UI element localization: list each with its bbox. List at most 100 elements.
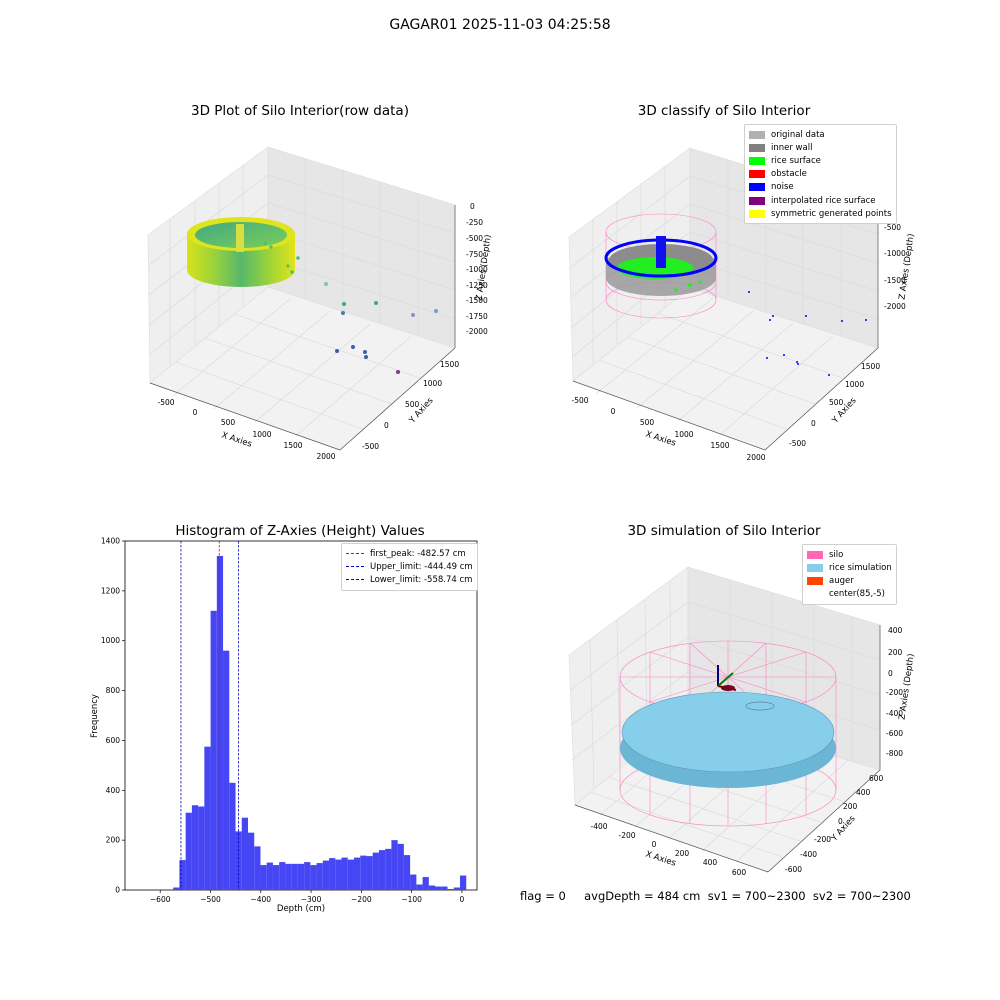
- histogram-bar: [378, 850, 386, 890]
- z-tick: -500: [466, 234, 483, 243]
- histogram-bar: [428, 885, 436, 890]
- legend-item: symmetric generated points: [749, 207, 892, 220]
- y-tick: 1000: [423, 379, 442, 388]
- legend-item: obstacle: [749, 168, 892, 181]
- raw-data-y-ticks: -500 0 500 1000 1500: [362, 360, 459, 451]
- y-tick: 500: [405, 400, 420, 409]
- y-tick: 0: [811, 419, 816, 428]
- legend-item-upper-limit: Upper_limit: -444.49 cm: [346, 560, 473, 573]
- y-tick-label: 400: [106, 786, 121, 795]
- legend-label: symmetric generated points: [771, 208, 892, 219]
- classify-legend: original data inner wall rice surface obsta…: [744, 124, 897, 225]
- histogram-bar: [247, 832, 255, 890]
- x-tick-label: −100: [401, 895, 422, 904]
- histogram-bar: [335, 859, 342, 890]
- simulation-z-ticks: 400 200 0 -200 -400 -600 -800: [886, 626, 903, 758]
- histogram-bar: [210, 610, 217, 890]
- histogram-bar: [391, 840, 398, 890]
- histogram-bar: [235, 831, 242, 890]
- legend-label: rice simulation: [829, 562, 892, 573]
- legend-swatch-icon: [749, 130, 765, 139]
- x-tick: 1500: [283, 441, 302, 450]
- simulation-z-label: Z Axies (Depth): [897, 653, 916, 720]
- x-tick: -400: [590, 822, 607, 831]
- raw-data-x-label: X Axies: [220, 430, 253, 449]
- histogram-bar: [322, 860, 330, 890]
- histogram-bars: [173, 555, 467, 890]
- simulation-y-ticks: -600 -400 -200 0 200 400 600: [785, 774, 884, 874]
- y-tick: 1000: [845, 380, 864, 389]
- z-tick: -1500: [884, 276, 906, 285]
- simulation-auger: [717, 665, 737, 691]
- legend-item: interpolated rice surface: [749, 194, 892, 207]
- raw-data-outliers: [324, 282, 438, 374]
- legend-label: inner wall: [771, 142, 813, 153]
- histogram-bar: [204, 746, 211, 890]
- y-tick: -600: [785, 865, 802, 874]
- histogram-title: Histogram of Z-Axies (Height) Values: [175, 523, 425, 539]
- histogram-bar: [422, 877, 429, 890]
- x-tick: 2000: [316, 452, 335, 461]
- histogram-bar: [173, 887, 180, 890]
- legend-swatch-icon: [807, 550, 823, 559]
- x-tick: 1500: [710, 441, 729, 450]
- y-tick: 500: [829, 398, 844, 407]
- histogram-y-label: Frequency: [90, 694, 100, 738]
- y-tick: 1500: [440, 360, 459, 369]
- x-tick: 1000: [252, 430, 271, 439]
- histogram-y-ticks: 0 200 400 600 800 1000 1200 1400: [101, 537, 125, 895]
- z-tick: 0: [470, 202, 475, 211]
- legend-swatch-icon: [749, 209, 765, 218]
- x-tick: 0: [193, 408, 198, 417]
- x-tick: -500: [157, 398, 174, 407]
- histogram-bar: [191, 805, 199, 890]
- histogram-x-ticks: −600 −500 −400 −300 −200 −100 0: [150, 890, 465, 904]
- classify-z-label: Z Axies (Depth): [897, 233, 916, 300]
- legend-item: original data: [749, 128, 892, 141]
- y-tick: -500: [362, 442, 379, 451]
- legend-label: noise: [771, 182, 794, 193]
- x-tick: 500: [640, 418, 655, 427]
- simulation-y-label: Y Axies: [829, 813, 858, 844]
- histogram-bar: [403, 855, 411, 890]
- y-tick: -400: [800, 850, 817, 859]
- y-tick-label: 1400: [101, 537, 120, 546]
- histogram-bar: [354, 857, 361, 890]
- raw-data-silo-cloud: [187, 217, 438, 374]
- legend-label: obstacle: [771, 169, 807, 180]
- x-tick-label: 0: [460, 895, 465, 904]
- simulation-legend: silo rice simulation auger center(85,-5): [802, 544, 897, 605]
- histogram-bar: [316, 863, 323, 890]
- x-tick: 600: [732, 868, 747, 877]
- x-tick: 1000: [674, 430, 693, 439]
- legend-swatch-icon: [807, 590, 823, 599]
- histogram-bar: [310, 865, 317, 890]
- histogram-bar: [447, 889, 454, 890]
- legend-swatch-icon: [749, 170, 765, 179]
- y-tick-label: 1000: [101, 636, 120, 645]
- legend-line-icon: [346, 579, 364, 581]
- histogram-bar: [297, 863, 305, 890]
- histogram-bar: [341, 857, 348, 890]
- panel-title-simulation: 3D simulation of Silo Interior: [627, 523, 821, 539]
- legend-swatch-icon: [807, 563, 823, 572]
- z-tick: -1250: [466, 281, 488, 290]
- y-tick: 0: [384, 421, 389, 430]
- z-tick: 400: [888, 626, 903, 635]
- histogram-bar: [385, 848, 392, 890]
- legend-label: auger: [829, 575, 854, 586]
- z-tick: -800: [886, 749, 903, 758]
- z-tick: -500: [884, 223, 901, 232]
- z-tick: -1000: [466, 265, 488, 274]
- legend-item-first-peak: first_peak: -482.57 cm: [346, 547, 473, 560]
- z-tick: -400: [886, 709, 903, 718]
- x-tick: 200: [675, 849, 690, 858]
- histogram-bar: [216, 555, 224, 890]
- histogram-bar: [198, 806, 205, 890]
- raw-data-x-ticks: -500 0 500 1000 1500 2000: [157, 398, 335, 461]
- y-tick-label: 200: [106, 836, 121, 845]
- legend-swatch-icon: [807, 576, 823, 585]
- z-tick: -1750: [466, 312, 488, 321]
- x-tick: -200: [618, 831, 635, 840]
- z-tick: -1500: [466, 296, 488, 305]
